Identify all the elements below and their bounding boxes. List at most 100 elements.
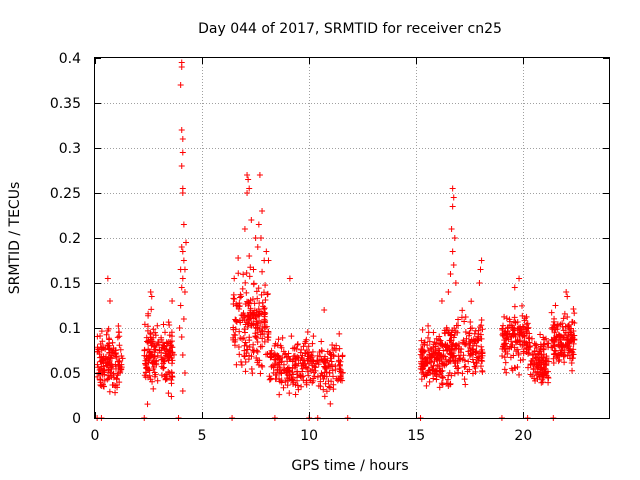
data-point — [112, 389, 119, 396]
data-point — [564, 293, 571, 300]
data-point — [249, 370, 256, 377]
data-point — [116, 342, 123, 349]
data-point — [250, 280, 257, 287]
data-point — [473, 360, 480, 367]
data-point — [298, 383, 305, 390]
data-point — [268, 363, 275, 370]
data-point — [148, 306, 155, 313]
data-point — [570, 305, 577, 312]
data-point — [257, 235, 264, 241]
data-point — [432, 343, 439, 350]
data-point — [113, 376, 120, 383]
data-point — [461, 363, 468, 370]
data-point — [503, 369, 510, 376]
data-point — [462, 341, 469, 348]
data-point — [336, 365, 343, 372]
x-tick-label: 10 — [300, 428, 318, 444]
data-point — [255, 311, 262, 318]
data-point — [550, 334, 557, 341]
data-point — [527, 361, 534, 368]
data-point — [244, 172, 251, 178]
data-point — [304, 368, 311, 375]
data-point — [550, 355, 557, 362]
data-point — [106, 360, 113, 367]
data-point — [104, 275, 111, 282]
data-point — [503, 315, 510, 322]
data-point — [243, 289, 250, 296]
data-point — [297, 349, 304, 356]
data-point — [160, 344, 167, 351]
data-point — [303, 347, 310, 354]
data-point — [101, 356, 108, 363]
data-point — [248, 365, 255, 372]
data-point — [180, 221, 187, 228]
data-point — [525, 350, 532, 357]
data-point — [247, 297, 254, 304]
data-point — [449, 354, 456, 361]
data-point — [557, 349, 564, 356]
data-point — [285, 364, 292, 371]
data-point — [418, 337, 425, 344]
data-point — [501, 341, 508, 348]
data-point — [241, 352, 248, 359]
data-point — [523, 313, 530, 320]
data-point — [537, 346, 544, 353]
data-point — [255, 221, 262, 228]
data-point — [500, 322, 507, 329]
data-point — [146, 357, 153, 364]
data-point — [246, 185, 253, 192]
data-point — [457, 349, 464, 356]
data-point — [144, 401, 151, 408]
data-point — [428, 364, 435, 371]
data-point — [149, 338, 156, 345]
data-point — [507, 333, 514, 340]
data-point — [319, 372, 326, 379]
data-point — [330, 381, 337, 388]
data-point — [510, 332, 517, 339]
data-point — [281, 366, 288, 373]
data-point — [447, 337, 454, 344]
data-point — [563, 289, 570, 295]
data-point — [500, 332, 507, 339]
data-point — [245, 316, 252, 323]
data-point — [533, 372, 540, 379]
data-point — [152, 329, 159, 336]
data-point — [165, 390, 172, 397]
data-point — [259, 328, 266, 335]
data-point — [326, 361, 333, 368]
data-point — [305, 343, 312, 350]
data-point — [98, 328, 105, 335]
data-point — [478, 335, 485, 342]
data-point — [252, 333, 259, 340]
data-point — [236, 351, 243, 358]
data-point — [181, 266, 188, 273]
data-point — [161, 373, 168, 380]
data-point — [520, 350, 527, 357]
data-point — [114, 334, 121, 341]
data-point — [569, 355, 576, 362]
data-point — [252, 235, 259, 241]
data-point — [474, 337, 481, 344]
data-point — [330, 373, 337, 380]
data-point — [479, 358, 486, 365]
data-point — [434, 362, 441, 369]
data-point — [426, 338, 433, 345]
data-point — [550, 350, 557, 357]
data-point — [274, 352, 281, 359]
data-point — [98, 346, 105, 353]
data-point — [469, 325, 476, 332]
data-point — [168, 393, 175, 400]
data-point — [309, 353, 316, 360]
y-tick-label: 0.2 — [59, 231, 81, 247]
x-tick-label: 5 — [198, 428, 207, 444]
data-point — [539, 357, 546, 364]
data-point — [423, 382, 430, 389]
data-point — [284, 358, 291, 365]
data-point — [147, 351, 154, 358]
data-point — [253, 325, 260, 332]
data-point — [538, 352, 545, 359]
data-point — [242, 368, 249, 375]
data-point — [465, 338, 472, 345]
data-point — [571, 310, 578, 317]
